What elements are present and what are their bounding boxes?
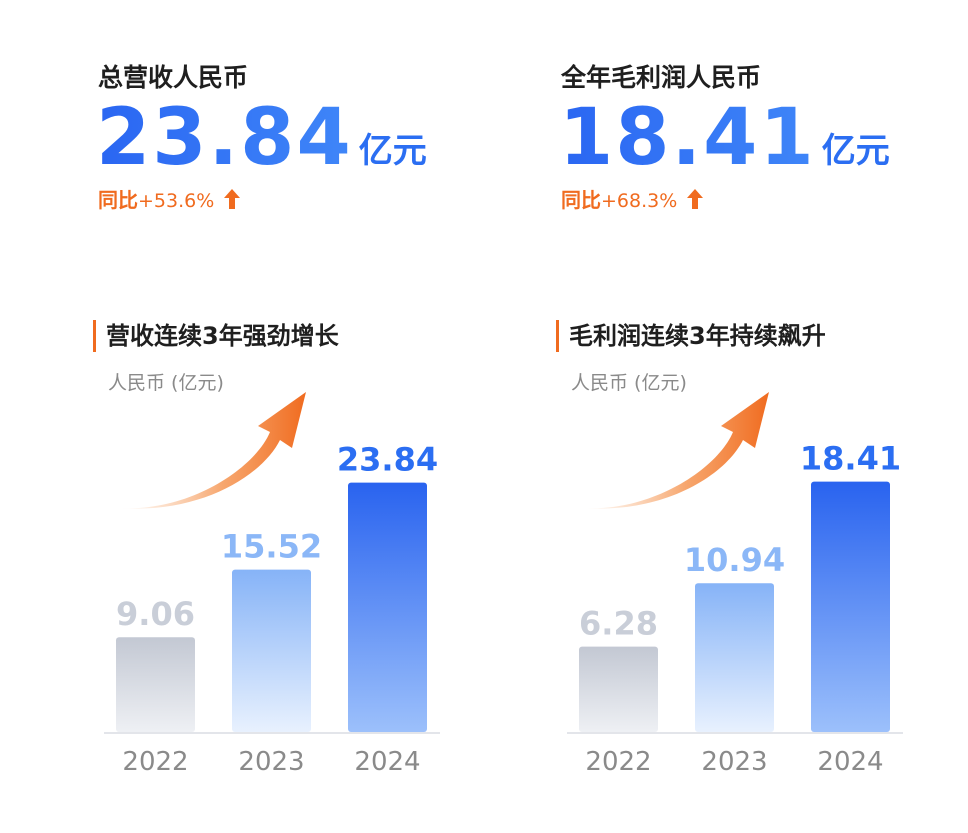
bar-2024 — [811, 481, 890, 732]
section-title: 毛利润连续3年持续飙升 — [556, 320, 826, 352]
growth-arrow-icon — [583, 392, 769, 509]
bar-value-label: 6.28 — [579, 605, 658, 643]
kpi-value: 18.41 — [559, 93, 816, 183]
bar-value-label: 15.52 — [221, 528, 322, 566]
kpi-value-row: 23.84 亿元 — [96, 94, 427, 182]
kpi-value: 23.84 — [96, 93, 353, 183]
x-tick-label: 2023 — [701, 747, 767, 777]
x-tick-label: 2023 — [238, 747, 304, 777]
x-tick-label: 2024 — [354, 747, 420, 777]
kpi-label: 全年毛利润人民币 — [561, 63, 762, 92]
bar-value-label: 18.41 — [800, 440, 901, 478]
unit-label: 人民币 (亿元) — [571, 372, 687, 394]
x-tick-label: 2024 — [817, 747, 883, 777]
bar-2022 — [116, 637, 195, 732]
bar-value-label: 10.94 — [684, 541, 785, 579]
x-tick-label: 2022 — [122, 747, 188, 777]
yoy-value: +53.6% — [138, 190, 215, 212]
up-arrow-icon — [224, 189, 241, 214]
kpi-value-row: 18.41 亿元 — [559, 94, 890, 182]
yoy-label: 同比 — [561, 188, 601, 212]
up-arrow-icon — [687, 189, 704, 214]
revenue-panel: 总营收人民币 23.84 亿元 同比+53.6% 营收连续3年强劲增长 人民币 (… — [93, 63, 440, 777]
growth-arrow-icon — [120, 392, 306, 509]
yoy-change: 同比+68.3% — [561, 184, 704, 214]
yoy-value: +68.3% — [601, 190, 678, 212]
bar-2024 — [348, 482, 427, 732]
gross-profit-panel: 全年毛利润人民币 18.41 亿元 同比+68.3% 毛利润连续3年持续飙升 人民… — [463, 0, 947, 833]
yoy-label: 同比 — [98, 188, 138, 212]
bar-2023 — [695, 583, 774, 732]
kpi-unit: 亿元 — [821, 131, 890, 171]
bar-value-label: 23.84 — [337, 441, 438, 479]
bar-value-label: 9.06 — [116, 595, 195, 633]
section-title: 营收连续3年强劲增长 — [93, 320, 339, 352]
kpi-unit: 亿元 — [358, 131, 427, 171]
gross-profit-bar-chart: 6.28 2022 10.94 2023 18.41 2024 — [567, 392, 903, 777]
bar-2022 — [579, 646, 658, 732]
kpi-label: 总营收人民币 — [98, 63, 249, 92]
revenue-bar-chart: 9.06 2022 15.52 2023 23.84 2024 — [104, 392, 440, 777]
yoy-change: 同比+53.6% — [98, 184, 241, 214]
x-tick-label: 2022 — [585, 747, 651, 777]
unit-label: 人民币 (亿元) — [108, 372, 224, 394]
bar-2023 — [232, 569, 311, 732]
